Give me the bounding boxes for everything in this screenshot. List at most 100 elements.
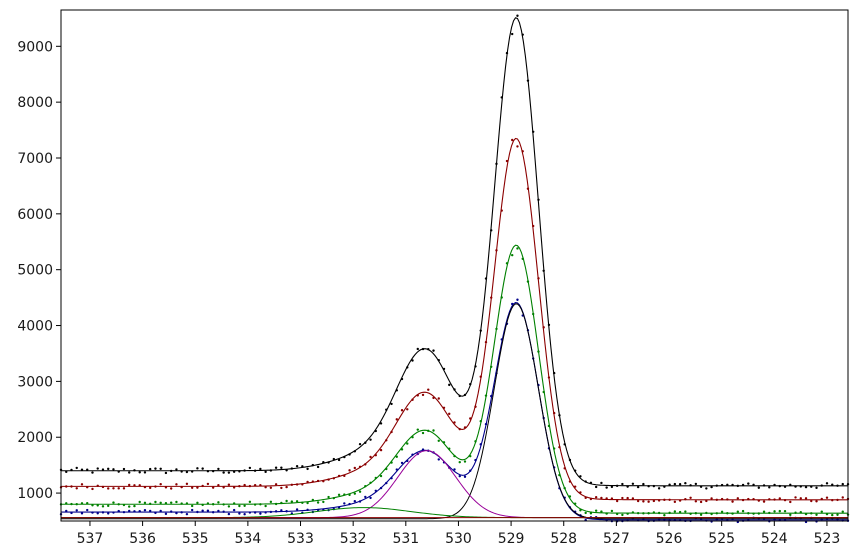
series-data-point	[385, 439, 388, 442]
series-data-point	[804, 485, 808, 489]
series-data-point	[385, 467, 388, 471]
series-data-point	[358, 490, 362, 493]
series-data-point	[269, 500, 273, 504]
series-data-point	[133, 510, 136, 513]
series-data-point	[657, 499, 661, 502]
series-data-point	[469, 454, 472, 458]
series-data-point	[222, 503, 225, 506]
series-data-point	[594, 485, 598, 489]
series-data-point	[505, 262, 509, 265]
y-tick-label: 8000	[17, 95, 53, 111]
series-data-point	[783, 509, 787, 513]
series-data-point	[715, 512, 719, 515]
series-data-point	[154, 500, 157, 504]
series-data-point	[65, 470, 68, 474]
series-data-point	[369, 496, 372, 500]
series-data-point	[448, 383, 451, 387]
series-data-point	[322, 500, 325, 504]
series-data-point	[631, 482, 635, 486]
series-data-point	[222, 510, 225, 513]
series-data-point	[390, 461, 393, 464]
series-data-point	[668, 511, 671, 515]
series-data-point	[358, 442, 362, 446]
series-data-point	[332, 477, 336, 480]
series-data-point	[369, 438, 372, 441]
series-data-point	[222, 471, 225, 474]
series-data-point	[710, 497, 713, 500]
series-data-point	[301, 483, 304, 486]
series-data-point	[154, 485, 157, 488]
x-axis: 537 536 535 534 533 532 531 530 529 528 527 526 525 5…	[77, 521, 840, 547]
series-data-point	[810, 512, 813, 515]
series-data-point	[295, 483, 299, 486]
series-data-point	[710, 485, 713, 489]
series-data-point	[694, 512, 698, 515]
series-data-point	[626, 485, 629, 488]
series-data-point	[217, 483, 220, 487]
series-data-point	[537, 277, 540, 280]
x-tick-label: 535	[182, 531, 209, 547]
y-axis: 1000 2000 3000 4000 5000 6000 7000 8000 9000	[17, 39, 61, 502]
series-data-point	[259, 503, 262, 506]
series-data-point	[516, 14, 519, 17]
series-data-point	[558, 414, 561, 417]
series-data-point	[490, 296, 493, 299]
series-data-point	[374, 429, 377, 433]
series-data-point	[573, 469, 577, 472]
series-data-point	[532, 312, 535, 316]
series-data-point	[306, 480, 309, 484]
series-data-point	[290, 467, 294, 470]
series-data-point	[411, 435, 414, 439]
series-data-point	[479, 443, 482, 446]
series-data-point	[248, 511, 252, 514]
series-data-point	[311, 498, 315, 502]
series-data-point	[112, 511, 115, 514]
series-data-point	[322, 479, 325, 483]
series-data-point	[773, 510, 776, 513]
series-data-point	[495, 327, 498, 331]
x-tick-label: 534	[235, 531, 262, 547]
series-data-point	[831, 513, 834, 517]
series-data-point	[726, 512, 729, 515]
series-data-point	[547, 323, 551, 327]
series-data-point	[332, 457, 336, 461]
series-data-point	[437, 458, 440, 461]
series-data-point	[820, 510, 823, 513]
y-tick-label: 3000	[17, 374, 53, 390]
series-data-point	[552, 411, 556, 415]
series-data-point	[705, 499, 708, 503]
series-data-point	[148, 502, 152, 506]
series-data-point	[353, 466, 357, 470]
series-data-point	[75, 509, 78, 512]
series-data-point	[169, 510, 173, 513]
series-data-point	[558, 445, 561, 449]
series-data-point	[243, 469, 246, 472]
series-data-point	[537, 350, 540, 353]
series-data-point	[196, 510, 199, 514]
series-data-point	[794, 511, 797, 514]
series-data-point	[190, 470, 194, 473]
series-data-point	[285, 510, 288, 513]
series-data-point	[495, 249, 498, 252]
series-data-point	[343, 493, 346, 496]
series-data-point	[521, 33, 524, 36]
series-data-point	[80, 512, 84, 515]
series-data-point	[495, 162, 498, 166]
series-data-point	[159, 467, 162, 470]
series-data-point	[311, 480, 315, 483]
series-data-point	[516, 145, 519, 148]
series-data-point	[248, 500, 252, 504]
series-data-point	[762, 500, 766, 503]
series-data-point	[442, 441, 446, 444]
series-data-point	[332, 496, 336, 500]
series-data-point	[810, 499, 813, 503]
series-data-point	[264, 504, 267, 508]
x-tick-label: 533	[287, 531, 314, 547]
series-data-point	[227, 483, 231, 486]
series-data-point	[301, 501, 304, 504]
series-data-point	[747, 497, 750, 501]
series-data-point	[379, 448, 383, 452]
series-data-point	[537, 198, 540, 201]
plot-frame	[60, 9, 849, 522]
